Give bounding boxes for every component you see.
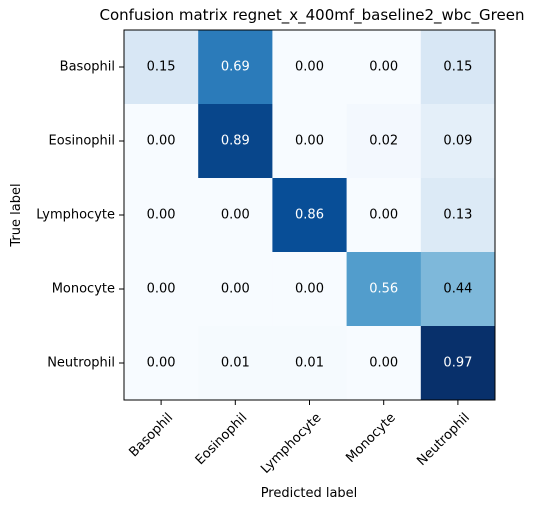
heatmap-cell-labels: 0.15 0.69 0.00 0.00 0.15 0.00 0.89 0.00 0.02 0.09…	[147, 60, 473, 371]
cell-value-label: 0.56	[369, 282, 398, 297]
cell-value-label: 0.00	[147, 134, 176, 149]
cell-value-label: 0.02	[369, 134, 398, 149]
heatmap-cell	[198, 30, 273, 105]
cell-value-label: 0.00	[369, 208, 398, 223]
y-axis-label: True label	[9, 183, 24, 247]
heatmap-cell	[420, 104, 496, 179]
cell-value-label: 0.69	[221, 60, 250, 75]
cell-value-label: 0.00	[221, 208, 250, 223]
y-tick-label: Eosinophil	[49, 134, 115, 149]
cell-value-label: 0.00	[221, 282, 250, 297]
cell-value-label: 0.44	[443, 282, 472, 297]
heatmap-cell	[272, 252, 348, 327]
x-tick-label: Basophil	[126, 410, 176, 460]
x-axis-ticks: Basophil Eosinophil Lymphocyte Monocyte Neut…	[126, 400, 473, 477]
x-axis-label: Predicted label	[261, 486, 358, 501]
heatmap-cell	[420, 30, 496, 105]
cell-value-label: 0.00	[295, 134, 324, 149]
cell-value-label: 0.00	[369, 356, 398, 371]
cell-value-label: 0.01	[221, 356, 250, 371]
x-tick-label: Monocyte	[343, 410, 398, 465]
cell-value-label: 0.15	[147, 60, 176, 75]
heatmap-cell	[420, 326, 496, 401]
cell-value-label: 0.97	[443, 356, 472, 371]
cell-value-label: 0.00	[147, 356, 176, 371]
cell-value-label: 0.00	[295, 282, 324, 297]
heatmap-cell	[124, 252, 199, 327]
heatmap-cell	[124, 30, 199, 105]
heatmap-cell	[124, 178, 199, 253]
heatmap-cell	[124, 326, 199, 401]
heatmap-cells	[124, 30, 496, 401]
y-tick-label: Monocyte	[52, 282, 115, 297]
heatmap-cell	[124, 104, 199, 179]
cell-value-label: 0.13	[443, 208, 472, 223]
heatmap-cell	[198, 104, 273, 179]
chart-title: Confusion matrix regnet_x_400mf_baseline…	[100, 6, 525, 25]
x-tick-label: Eosinophil	[193, 410, 251, 468]
heatmap-cell	[198, 326, 273, 401]
cell-value-label: 0.15	[443, 60, 472, 75]
heatmap-cell	[420, 252, 496, 327]
heatmap-cell	[346, 178, 422, 253]
heatmap-cell	[346, 30, 422, 105]
y-tick-label: Basophil	[60, 60, 115, 75]
y-tick-label: Neutrophil	[47, 356, 115, 371]
cell-value-label: 0.09	[443, 134, 472, 149]
heatmap-cell	[346, 326, 422, 401]
heatmap-cell	[198, 178, 273, 253]
cell-value-label: 0.00	[369, 60, 398, 75]
cell-value-label: 0.01	[295, 356, 324, 371]
y-axis-ticks: Basophil Eosinophil Lymphocyte Monocyte Neut…	[36, 60, 124, 371]
cell-value-label: 0.89	[221, 134, 250, 149]
x-tick-label: Lymphocyte	[258, 410, 324, 476]
heatmap-cell	[272, 178, 348, 253]
heatmap-cell	[272, 326, 348, 401]
heatmap-cell	[272, 30, 348, 105]
heatmap-cell	[198, 252, 273, 327]
y-tick-label: Lymphocyte	[36, 208, 115, 223]
heatmap-cell	[420, 178, 496, 253]
x-tick-label: Neutrophil	[414, 410, 473, 469]
cell-value-label: 0.00	[147, 208, 176, 223]
cell-value-label: 0.00	[295, 60, 324, 75]
heatmap-cell	[346, 104, 422, 179]
cell-value-label: 0.86	[295, 208, 324, 223]
heatmap-cell	[272, 104, 348, 179]
cell-value-label: 0.00	[147, 282, 176, 297]
heatmap-cell	[346, 252, 422, 327]
